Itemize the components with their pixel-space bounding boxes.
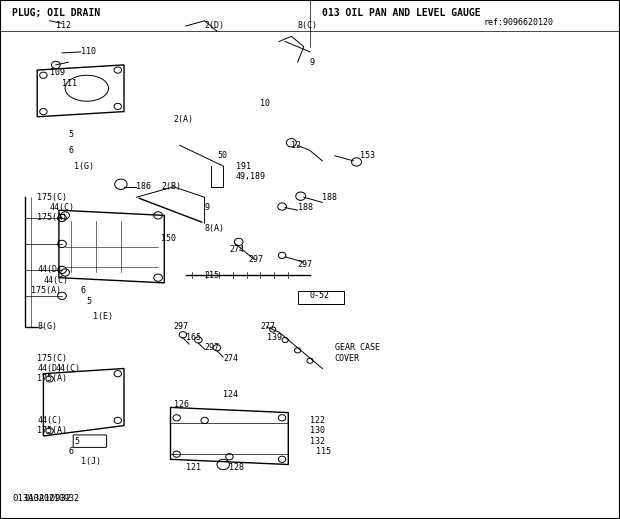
Text: 130: 130 [310, 426, 325, 435]
Text: 013 OIL PAN AND LEVEL GAUGE: 013 OIL PAN AND LEVEL GAUGE [322, 8, 481, 18]
Text: 1(E): 1(E) [93, 312, 113, 321]
Text: 2(B): 2(B) [161, 182, 181, 192]
Text: 44(C): 44(C) [50, 203, 74, 212]
Text: 44(C): 44(C) [37, 416, 62, 425]
Text: 175(C): 175(C) [37, 353, 67, 363]
Text: 121: 121 [186, 462, 201, 472]
Text: 175(C): 175(C) [37, 193, 67, 202]
Text: 109: 109 [50, 68, 64, 77]
Text: 2(A): 2(A) [174, 115, 193, 124]
Text: 50: 50 [217, 151, 227, 160]
Text: 186: 186 [136, 182, 151, 192]
Text: 013A0210932: 013A0210932 [12, 495, 71, 503]
Text: 013A0210932: 013A0210932 [25, 494, 80, 503]
Text: 10: 10 [260, 99, 270, 108]
Text: 274: 274 [223, 353, 238, 363]
Text: 128: 128 [229, 462, 244, 472]
Text: 1(J): 1(J) [81, 457, 100, 467]
Text: 175(A): 175(A) [37, 374, 67, 384]
Text: 165: 165 [186, 333, 201, 342]
Text: 188: 188 [298, 203, 312, 212]
Text: 297: 297 [298, 260, 312, 269]
Text: 5: 5 [87, 296, 92, 306]
Text: 297: 297 [205, 343, 219, 352]
Text: 277: 277 [260, 322, 275, 332]
Text: 9: 9 [205, 203, 210, 212]
Text: 139: 139 [267, 333, 281, 342]
Text: 44(C): 44(C) [56, 364, 81, 373]
Text: 0-52: 0-52 [310, 291, 330, 301]
Text: 5: 5 [74, 436, 79, 446]
Text: 2(D): 2(D) [205, 21, 224, 31]
Text: 8(C): 8(C) [298, 21, 317, 31]
Text: 153: 153 [360, 151, 374, 160]
Text: 175(A): 175(A) [37, 213, 67, 223]
Text: 297: 297 [174, 322, 188, 332]
Text: 126: 126 [174, 400, 188, 409]
Text: 44(C): 44(C) [43, 276, 68, 285]
Text: 188: 188 [322, 193, 337, 202]
Text: 6: 6 [81, 286, 86, 295]
Text: 9: 9 [310, 58, 315, 67]
Text: 44(D): 44(D) [37, 364, 62, 373]
Text: ref:9096620120: ref:9096620120 [484, 18, 554, 27]
Text: 215: 215 [205, 270, 219, 280]
Text: 124: 124 [223, 390, 238, 399]
Text: 150: 150 [161, 234, 176, 243]
Text: 175(A): 175(A) [31, 286, 61, 295]
Text: 110: 110 [81, 47, 95, 57]
Text: 132: 132 [310, 436, 325, 446]
Text: 297: 297 [248, 255, 263, 264]
Text: 1(G): 1(G) [74, 161, 94, 171]
Text: 49,189: 49,189 [236, 172, 265, 181]
Text: 5: 5 [68, 130, 73, 140]
Text: 175(A): 175(A) [37, 426, 67, 435]
Text: 115: 115 [316, 447, 331, 456]
Text: 8(A): 8(A) [205, 224, 224, 233]
Text: 112: 112 [56, 21, 71, 31]
Text: 122: 122 [310, 416, 325, 425]
Text: 8(G): 8(G) [37, 322, 57, 332]
Text: 111: 111 [62, 78, 77, 88]
Text: 191: 191 [236, 161, 250, 171]
Text: 6: 6 [68, 146, 73, 155]
Text: 6: 6 [68, 447, 73, 456]
Text: 44(D): 44(D) [37, 265, 62, 275]
Text: 274: 274 [229, 244, 244, 254]
Text: 12: 12 [291, 141, 301, 150]
Text: GEAR CASE
COVER: GEAR CASE COVER [335, 343, 380, 363]
Text: PLUG; OIL DRAIN: PLUG; OIL DRAIN [12, 8, 100, 18]
